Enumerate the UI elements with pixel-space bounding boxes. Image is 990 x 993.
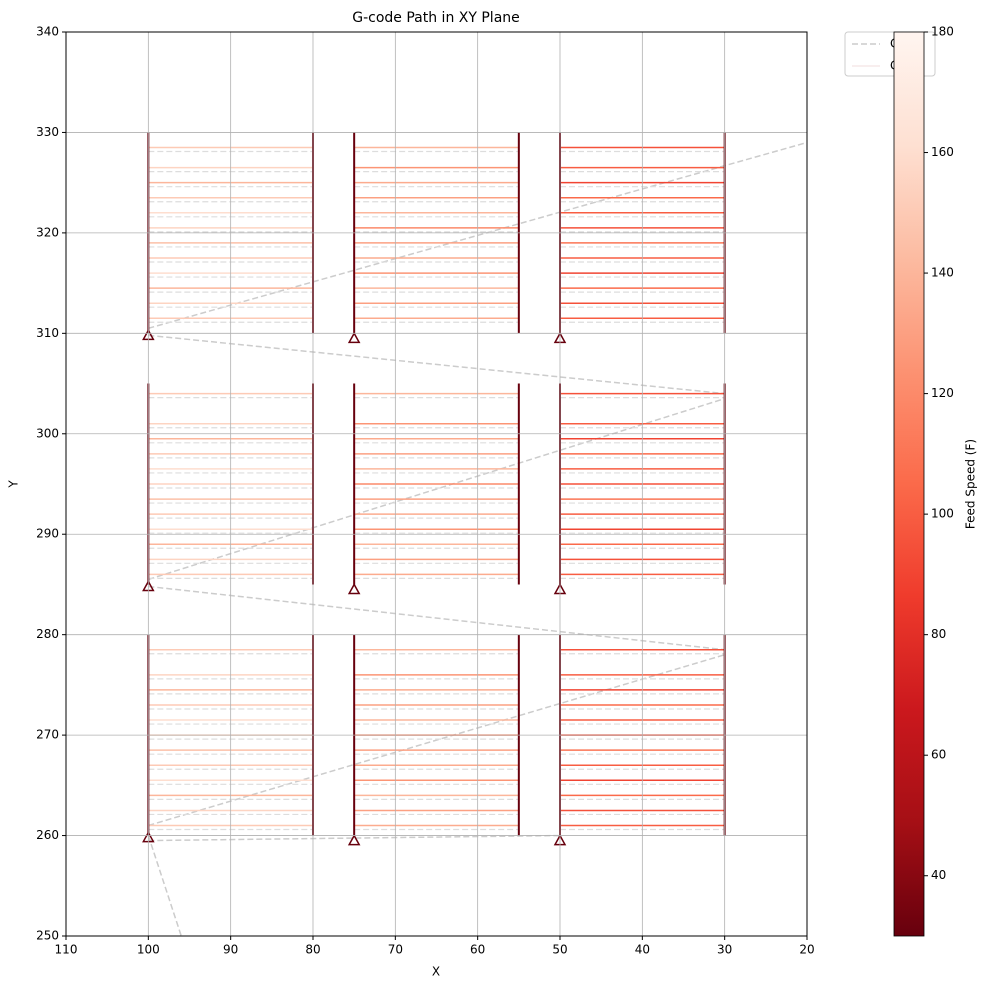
y-tick-label: 290 — [36, 527, 59, 541]
y-tick-label: 300 — [36, 426, 59, 440]
x-tick-label: 30 — [717, 943, 732, 957]
y-tick-label: 280 — [36, 627, 59, 641]
x-axis-label: X — [432, 965, 440, 979]
plot-frame — [65, 31, 808, 937]
chart-title: G-code Path in XY Plane — [352, 10, 520, 26]
colorbar-tick-label: 40 — [931, 868, 946, 882]
colorbar-tick-label: 180 — [931, 25, 954, 39]
start-marker — [347, 331, 361, 344]
colorbar-tick-label: 60 — [931, 748, 946, 762]
x-tick-label: 60 — [470, 943, 485, 957]
y-axis-label: Y — [7, 480, 21, 489]
x-tick-label: 100 — [137, 943, 160, 957]
x-tick-label: 90 — [223, 943, 238, 957]
y-tick-label: 250 — [36, 929, 59, 943]
colorbar-tick-label: 140 — [931, 266, 954, 280]
y-tick-label: 340 — [36, 25, 59, 39]
rapid-move — [148, 334, 725, 395]
x-tick-label: 50 — [552, 943, 567, 957]
rapid-move — [148, 397, 725, 581]
x-tick-label: 40 — [635, 943, 650, 957]
x-tick-label: 80 — [305, 943, 320, 957]
rapid-move — [148, 654, 725, 827]
y-tick-label: 270 — [36, 728, 59, 742]
y-tick-label: 320 — [36, 225, 59, 239]
colorbar-tick-label: 80 — [931, 627, 946, 641]
y-tick-label: 330 — [36, 125, 59, 139]
colorbar — [893, 31, 925, 937]
start-marker — [347, 834, 361, 846]
rapid-move — [148, 585, 725, 651]
x-tick-label: 20 — [799, 943, 814, 957]
y-tick-label: 260 — [36, 828, 59, 842]
x-tick-label: 70 — [388, 943, 403, 957]
colorbar-tick-label: 120 — [931, 386, 954, 400]
colorbar-tick-label: 100 — [931, 507, 954, 521]
colorbar-label: Feed Speed (F) — [964, 439, 978, 529]
start-marker — [347, 582, 361, 595]
rapid-move — [147, 835, 182, 936]
rapid-move — [148, 834, 561, 842]
y-tick-label: 310 — [36, 326, 59, 340]
colorbar-tick-label: 160 — [931, 145, 954, 159]
x-tick-label: 110 — [55, 943, 78, 957]
